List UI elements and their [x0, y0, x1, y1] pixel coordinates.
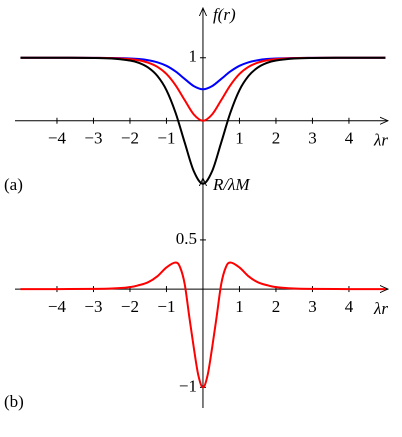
x-axis-label: λr [373, 131, 388, 150]
y-tick-label: 1 [188, 47, 197, 66]
x-tick-label: 1 [235, 297, 244, 316]
x-tick-label: 4 [345, 297, 354, 316]
curve [20, 56, 386, 122]
x-tick-label: 2 [272, 129, 281, 148]
x-tick-label: 1 [235, 129, 244, 148]
x-tick-label: 3 [308, 297, 317, 316]
x-tick-label: −1 [157, 129, 175, 148]
y-tick-label: 0.5 [176, 229, 197, 248]
panel-label: (a) [4, 175, 23, 194]
x-tick-label: 3 [308, 129, 317, 148]
x-axis-label: λr [373, 299, 388, 318]
y-axis-label: R/λM [212, 175, 250, 194]
x-tick-label: 2 [272, 297, 281, 316]
x-tick-label: −3 [84, 129, 102, 148]
x-tick-label: −4 [48, 129, 67, 148]
x-tick-label: 4 [345, 129, 354, 148]
x-tick-label: −4 [48, 297, 67, 316]
curve [20, 261, 386, 389]
y-axis-label: f(r) [213, 5, 236, 24]
x-tick-label: −2 [121, 129, 139, 148]
panel-label: (b) [4, 392, 24, 411]
x-tick-label: −1 [157, 297, 175, 316]
x-tick-label: −2 [121, 297, 139, 316]
x-tick-label: −3 [84, 297, 102, 316]
y-tick-label: −1 [179, 376, 197, 395]
